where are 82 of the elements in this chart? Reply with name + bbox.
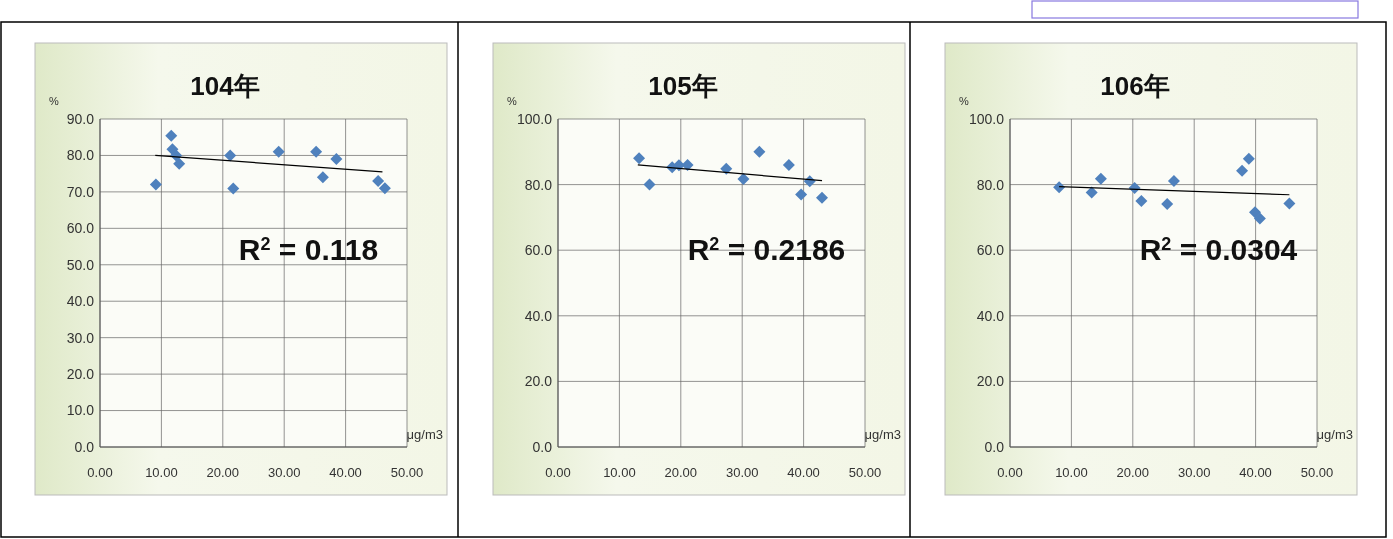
x-tick-label: 0.00 — [997, 465, 1023, 480]
point — [227, 182, 240, 195]
point — [378, 182, 391, 195]
point — [1242, 152, 1255, 165]
y-tick-label: 80.0 — [524, 176, 553, 193]
x-axis-title: μg/m3 — [1316, 427, 1353, 442]
point — [224, 149, 237, 162]
y-tick-label: 60.0 — [66, 220, 95, 237]
x-tick-label: 50.00 — [848, 465, 882, 480]
y-tick-label: 70.0 — [66, 183, 95, 200]
point — [816, 191, 829, 204]
point — [1283, 197, 1296, 210]
x-tick-label: 0.00 — [87, 465, 113, 480]
point — [173, 157, 186, 170]
y-tick-label: 0.0 — [74, 438, 95, 455]
annotation: R$^{2}$ = 0.118 — [238, 233, 379, 267]
point — [1248, 206, 1261, 219]
y-tick-label: 80.0 — [976, 176, 1005, 193]
y-tick-label: 40.0 — [524, 307, 553, 324]
point — [1236, 164, 1249, 177]
chart-title: 104年 — [190, 71, 260, 101]
y-tick-label: 100.0 — [516, 110, 553, 127]
x-tick-label: 10.00 — [603, 465, 636, 480]
x-tick-label: 40.00 — [1239, 465, 1272, 480]
x-tick-label: 20.00 — [664, 465, 698, 480]
point — [1253, 212, 1266, 225]
x-tick-label: 10.00 — [1055, 465, 1088, 480]
x-tick-label: 20.00 — [206, 465, 240, 480]
x-tick-label: 40.00 — [329, 465, 362, 480]
y-tick-label: 40.0 — [976, 307, 1005, 324]
y-tick-label: 0.0 — [532, 438, 553, 455]
y-tick-label: 20.0 — [524, 373, 553, 390]
point — [1161, 197, 1174, 210]
y-tick-label: 60.0 — [524, 242, 553, 259]
x-tick-label: 30.00 — [267, 465, 301, 480]
x-tick-label: 20.00 — [1116, 465, 1150, 480]
point — [1094, 172, 1107, 185]
point — [1053, 181, 1066, 194]
x-tick-label: 50.00 — [1300, 465, 1334, 480]
x-axis-title: μg/m3 — [406, 427, 443, 442]
point — [795, 188, 808, 201]
x-tick-label: 30.00 — [725, 465, 759, 480]
point — [782, 158, 795, 171]
y-tick-label: 80.0 — [66, 147, 95, 164]
point — [149, 178, 162, 191]
y-tick-label: 60.0 — [976, 242, 1005, 259]
y-tick-label: 40.0 — [66, 293, 95, 310]
point — [633, 152, 646, 165]
y-tick-label: 20.0 — [976, 373, 1005, 390]
y-axis-title: % — [49, 95, 59, 107]
point — [330, 153, 343, 166]
annotation: R$^{2}$ = 0.0304 — [1139, 233, 1298, 267]
x-tick-label: 50.00 — [390, 465, 424, 480]
y-tick-label: 90.0 — [66, 110, 95, 127]
point — [272, 145, 285, 158]
x-tick-label: 40.00 — [787, 465, 820, 480]
chart-title: 105年 — [648, 71, 718, 101]
x-tick-label: 10.00 — [145, 465, 178, 480]
point — [720, 162, 733, 175]
annotation: R$^{2}$ = 0.2186 — [687, 233, 846, 267]
y-tick-label: 50.0 — [66, 256, 95, 273]
x-tick-label: 0.00 — [545, 465, 571, 480]
point — [372, 174, 385, 187]
x-tick-label: 30.00 — [1177, 465, 1211, 480]
point — [1085, 186, 1098, 199]
y-axis-title: % — [959, 95, 969, 107]
point — [165, 129, 178, 142]
chart-title: 106年 — [1100, 71, 1170, 101]
point — [316, 171, 329, 184]
point — [310, 145, 323, 158]
point — [643, 178, 656, 191]
y-tick-label: 30.0 — [66, 329, 95, 346]
y-tick-label: 100.0 — [968, 110, 1005, 127]
x-axis-title: μg/m3 — [864, 427, 901, 442]
point — [737, 173, 750, 186]
y-axis-title: % — [507, 95, 517, 107]
point — [1135, 195, 1148, 207]
y-tick-label: 10.0 — [66, 402, 95, 419]
y-tick-label: 20.0 — [66, 366, 95, 383]
point — [753, 145, 766, 158]
point — [1167, 174, 1180, 187]
y-tick-label: 0.0 — [984, 438, 1005, 455]
